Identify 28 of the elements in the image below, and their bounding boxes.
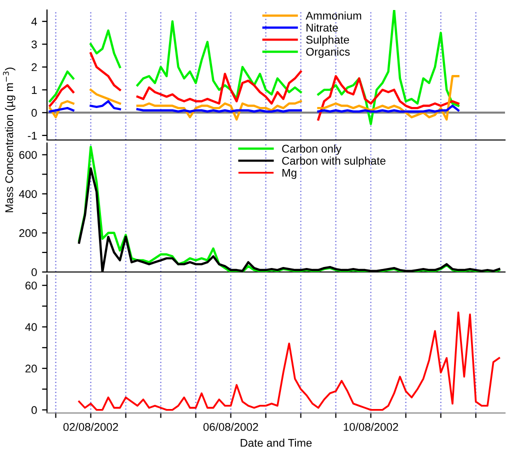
line-series xyxy=(78,311,500,411)
y-tick-label: 600 xyxy=(19,150,37,159)
y-tick-label: 20 xyxy=(25,364,37,373)
y-tick-label: 1 xyxy=(32,86,37,94)
legend-label: Mg xyxy=(282,168,296,179)
y-tick-label: -1 xyxy=(28,132,37,140)
x-tick-label: 10/08/2002 xyxy=(344,422,398,431)
legend-label: Organics xyxy=(306,48,350,58)
legend-label: Carbon with sulphate xyxy=(282,156,386,167)
legend-label: Sulphate xyxy=(306,36,350,46)
y-tick-label: 40 xyxy=(25,323,37,332)
y-axis-title: Mass Concentration (µg m$^{−3}$) xyxy=(2,68,16,212)
x-tick-label: 06/08/2002 xyxy=(203,422,258,431)
y-tick-label: 60 xyxy=(25,282,37,290)
legend-label: Carbon only xyxy=(282,144,342,155)
legend-label: Nitrate xyxy=(306,23,338,32)
legend-label: Ammonium xyxy=(306,11,362,20)
y-tick-label: 0 xyxy=(32,108,37,117)
x-tick-label: 02/08/2002 xyxy=(63,422,118,431)
line-series xyxy=(78,146,500,272)
y-tick-label: 2 xyxy=(32,63,37,72)
y-tick-label: 200 xyxy=(19,229,37,238)
y-tick-label: 4 xyxy=(31,18,37,26)
y-tick-label: 3 xyxy=(32,40,37,48)
x-axis-title: Date and Time xyxy=(240,438,312,447)
y-tick-label: 0 xyxy=(32,406,37,414)
y-tick-label: 400 xyxy=(18,190,37,198)
y-tick-label: 0 xyxy=(32,268,37,276)
